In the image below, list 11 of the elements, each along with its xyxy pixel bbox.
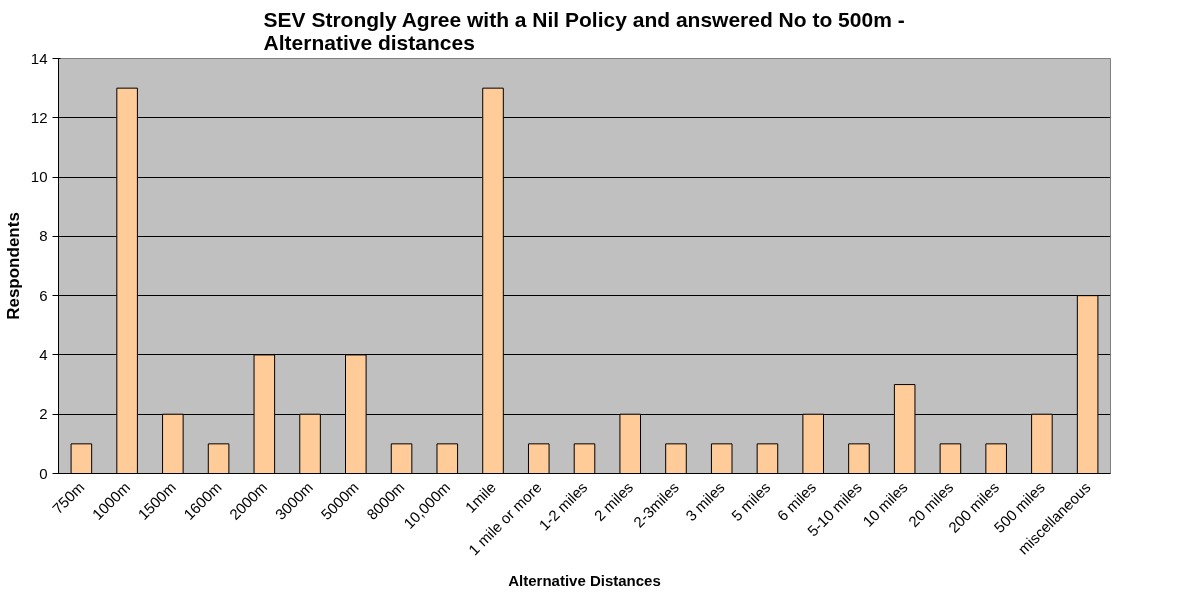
y-tick-label: 8 <box>39 227 48 245</box>
y-axis-title: Respondents <box>3 212 23 320</box>
y-tick-label: 0 <box>39 464 48 482</box>
y-tick-label: 10 <box>30 168 48 186</box>
y-tick-label: 12 <box>30 108 48 126</box>
chart-title: SEV Strongly Agree with a Nil Policy and answered No to 500m - Alternative distances <box>263 7 905 54</box>
x-axis-title: Alternative Distances <box>508 572 661 590</box>
y-tick-label: 6 <box>39 286 48 304</box>
y-tick-label: 14 <box>30 49 48 67</box>
y-tick-label: 4 <box>39 345 48 363</box>
y-tick-label: 2 <box>39 405 48 423</box>
